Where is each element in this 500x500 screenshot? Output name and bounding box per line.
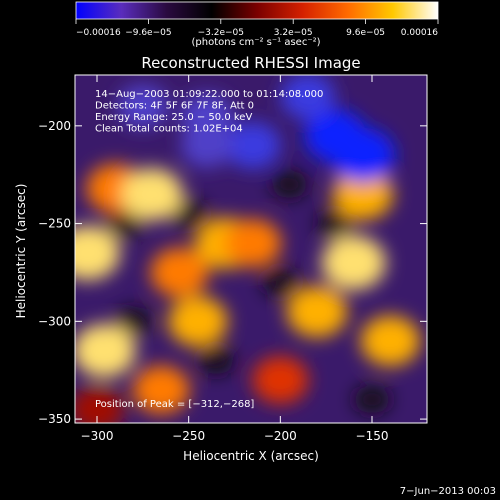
- heatmap-trough: [262, 268, 299, 297]
- heatmap-source: [252, 356, 309, 404]
- heatmap-source: [168, 296, 228, 347]
- heatmap-source: [75, 386, 124, 423]
- peak-position-label: Position of Peak = [−312,−268]: [95, 399, 254, 410]
- heatmap-negative-source: [280, 75, 336, 120]
- heatmap-source: [75, 323, 136, 378]
- info-text: 14−Aug−2003 01:09:22.000 to 01:14:08.000…: [95, 89, 323, 135]
- y-tick-label: −350: [38, 412, 71, 426]
- heatmap-negative-source: [330, 127, 395, 183]
- x-tick-label: −150: [356, 429, 389, 443]
- heatmap-source: [132, 365, 190, 414]
- heatmap-source: [360, 315, 420, 367]
- x-axis-ticks: −300 −250 −200 −150: [81, 75, 389, 443]
- colorbar-tick-label: −9.6e−05: [125, 28, 171, 38]
- y-tick-label: −300: [38, 314, 71, 328]
- heatmap-trough: [354, 385, 390, 414]
- colorbar-tick-label: −3.2e−05: [198, 28, 244, 38]
- colorbar-ticks: −0.00016 −9.6e−05 −3.2e−05 3.2e−05 9.6e−05 0.…: [75, 19, 439, 38]
- y-axis-ticks: −350 −300 −250 −200: [38, 119, 427, 426]
- colorbar: −0.00016 −9.6e−05 −3.2e−05 3.2e−05 9.6e−05 0.…: [75, 1, 439, 48]
- x-tick-label: −250: [172, 429, 205, 443]
- plot-frame: [74, 74, 428, 424]
- heatmap-negative-source: [117, 84, 169, 128]
- colorbar-tick-label: −0.00016: [76, 28, 121, 38]
- chart-title: Reconstructed RHESSI Image: [141, 54, 360, 72]
- x-tick-label: −200: [264, 429, 297, 443]
- heatmap-source: [121, 168, 183, 221]
- y-axis-label: Heliocentric Y (arcsec): [14, 184, 28, 319]
- heatmap-trough: [170, 199, 207, 228]
- x-axis-label: Heliocentric X (arcsec): [183, 449, 319, 463]
- heatmap-area: [75, 75, 427, 423]
- footer-date: 7−Jun−2013 00:03: [400, 486, 496, 497]
- colorbar-unit-label: (photons cm⁻² s⁻¹ asec⁻²): [191, 37, 320, 48]
- colorbar-tick-label: 3.2e−05: [274, 28, 313, 38]
- y-tick-label: −250: [38, 217, 71, 231]
- heatmap-trough: [198, 346, 235, 375]
- heatmap-negative-source: [181, 123, 233, 168]
- colorbar-tick-label: 9.6e−05: [346, 28, 385, 38]
- heatmap-trough: [115, 307, 152, 336]
- heatmap-source: [224, 218, 282, 268]
- colorbar-tick-label: 0.00016: [401, 28, 438, 38]
- heatmap-source: [75, 225, 120, 281]
- heatmap-trough: [271, 170, 308, 199]
- heatmap-source: [321, 235, 386, 290]
- heatmap-trough: [106, 209, 143, 238]
- heatmap-source: [150, 247, 209, 298]
- info-line: Energy Range: 25.0 − 50.0 keV: [95, 112, 252, 123]
- info-line: 14−Aug−2003 01:09:22.000 to 01:14:08.000: [95, 89, 323, 100]
- y-tick-label: −200: [38, 119, 71, 133]
- heatmap-trough: [317, 209, 354, 238]
- heatmap-sources: [75, 75, 420, 423]
- heatmap-negative-source: [225, 121, 281, 170]
- x-tick-label: −300: [81, 429, 114, 443]
- info-line: Detectors: 4F 5F 6F 7F 8F, Att 0: [95, 101, 254, 112]
- info-line: Clean Total counts: 1.02E+04: [95, 124, 243, 135]
- heatmap-source: [286, 285, 348, 338]
- colorbar-strip: [75, 1, 439, 20]
- heatmap-source: [332, 168, 394, 220]
